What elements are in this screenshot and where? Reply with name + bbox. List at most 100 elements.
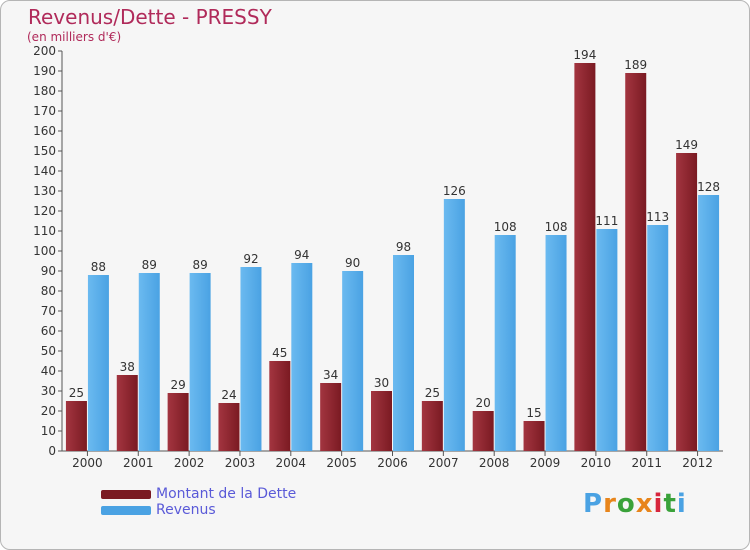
proxiti-logo: Proxiti [583, 489, 687, 519]
logo-letter: i [676, 489, 687, 519]
y-tick-label: 0 [48, 444, 56, 458]
logo-letter: x [635, 489, 654, 519]
legend-label-revenus: Revenus [156, 502, 216, 518]
bar-revenus [494, 235, 516, 451]
x-tick-label: 2006 [377, 456, 408, 470]
value-label-dette: 25 [425, 386, 440, 400]
value-label-dette: 149 [675, 138, 698, 152]
legend-swatch-dette [101, 490, 151, 499]
bar-dette [523, 421, 545, 451]
y-tick-label: 130 [33, 184, 56, 198]
value-label-revenus: 90 [345, 256, 360, 270]
y-tick-label: 80 [41, 284, 56, 298]
logo-letter: i [653, 489, 664, 519]
value-label-revenus: 98 [396, 240, 411, 254]
y-tick-label: 110 [33, 224, 56, 238]
bar-dette [625, 73, 647, 451]
x-tick-label: 2005 [326, 456, 357, 470]
y-tick-label: 140 [33, 164, 56, 178]
value-label-revenus: 113 [646, 210, 669, 224]
bar-dette [218, 403, 240, 451]
x-tick-label: 2004 [276, 456, 307, 470]
bar-revenus [87, 275, 109, 451]
y-tick-label: 50 [41, 344, 56, 358]
y-tick-label: 150 [33, 144, 56, 158]
value-label-dette: 38 [120, 360, 135, 374]
bar-revenus [443, 199, 465, 451]
y-tick-label: 100 [33, 244, 56, 258]
y-tick-label: 160 [33, 124, 56, 138]
y-tick-label: 20 [41, 404, 56, 418]
value-label-revenus: 128 [697, 180, 720, 194]
value-label-revenus: 94 [294, 248, 309, 262]
value-label-revenus: 89 [142, 258, 157, 272]
value-label-dette: 34 [323, 368, 338, 382]
logo-letter: r [603, 489, 617, 519]
y-tick-label: 30 [41, 384, 56, 398]
value-label-revenus: 126 [443, 184, 466, 198]
value-label-revenus: 111 [595, 214, 618, 228]
x-tick-label: 2009 [530, 456, 561, 470]
logo-letter: P [583, 489, 604, 519]
value-label-dette: 194 [573, 48, 596, 62]
bar-revenus [342, 271, 364, 451]
value-label-dette: 45 [272, 346, 287, 360]
value-label-dette: 15 [526, 406, 541, 420]
bar-revenus [545, 235, 567, 451]
x-tick-label: 2001 [123, 456, 154, 470]
value-label-dette: 189 [624, 58, 647, 72]
bar-dette [116, 375, 138, 451]
value-label-revenus: 108 [494, 220, 517, 234]
value-label-dette: 24 [221, 388, 236, 402]
legend-swatch-revenus [101, 506, 151, 515]
value-label-revenus: 89 [192, 258, 207, 272]
y-tick-label: 60 [41, 324, 56, 338]
bar-revenus [240, 267, 262, 451]
y-tick-label: 70 [41, 304, 56, 318]
x-tick-label: 2011 [631, 456, 662, 470]
bar-revenus [393, 255, 414, 451]
y-tick-label: 120 [33, 204, 56, 218]
value-label-revenus: 92 [243, 252, 258, 266]
logo-letter: t [663, 489, 677, 519]
x-tick-label: 2003 [225, 456, 256, 470]
bar-dette [472, 411, 494, 451]
value-label-dette: 25 [69, 386, 84, 400]
value-label-dette: 29 [170, 378, 185, 392]
bar-revenus [138, 273, 160, 451]
x-tick-label: 2002 [174, 456, 205, 470]
bar-dette [676, 153, 698, 451]
bar-dette [574, 63, 596, 451]
bar-dette [421, 401, 443, 451]
y-tick-label: 40 [41, 364, 56, 378]
chart-subtitle: (en milliers d'€) [27, 30, 122, 44]
y-tick-label: 180 [33, 84, 56, 98]
x-tick-label: 2012 [682, 456, 713, 470]
y-tick-label: 190 [33, 64, 56, 78]
chart-title: Revenus/Dette - PRESSY [28, 5, 272, 29]
y-tick-label: 170 [33, 104, 56, 118]
value-label-revenus: 88 [91, 260, 106, 274]
bar-revenus [647, 225, 669, 451]
legend-label-dette: Montant de la Dette [156, 486, 297, 502]
y-tick-label: 90 [41, 264, 56, 278]
bar-dette [320, 383, 342, 451]
x-tick-label: 2007 [428, 456, 459, 470]
x-tick-label: 2008 [479, 456, 510, 470]
bar-revenus [596, 229, 618, 451]
bar-dette [371, 391, 392, 451]
y-tick-label: 200 [33, 44, 56, 58]
bar-dette [269, 361, 291, 451]
bar-revenus [189, 273, 211, 451]
bar-revenus [698, 195, 720, 451]
bar-revenus [291, 263, 313, 451]
bar-dette [65, 401, 87, 451]
value-label-dette: 30 [374, 376, 389, 390]
logo-letter: o [616, 489, 636, 519]
bar-dette [167, 393, 189, 451]
x-tick-label: 2010 [581, 456, 612, 470]
x-tick-label: 2000 [72, 456, 103, 470]
y-tick-label: 10 [41, 424, 56, 438]
